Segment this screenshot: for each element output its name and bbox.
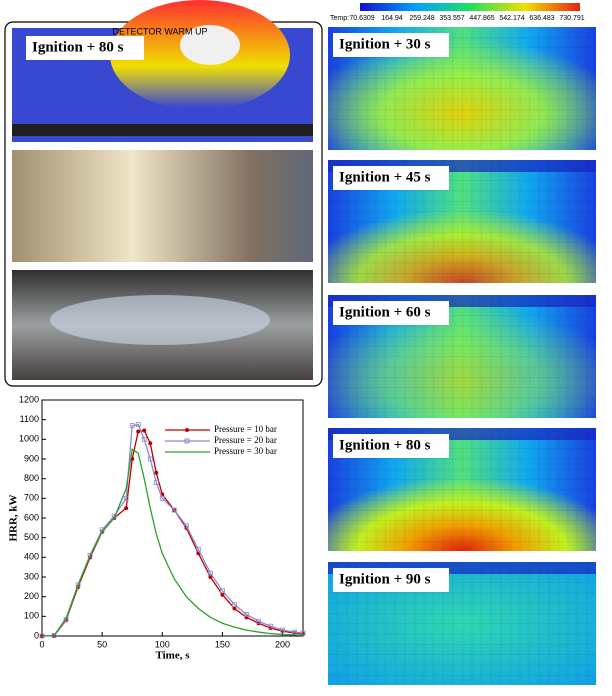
point [280, 627, 285, 633]
spray-cloud [50, 295, 270, 345]
point [183, 523, 189, 529]
y-tick-label: 0 [34, 630, 39, 640]
panel-label: Ignition + 80 s [339, 437, 431, 453]
y-axis-label: HRR, kW [8, 494, 20, 541]
y-tick-label: 1200 [19, 394, 39, 404]
colorbar-tick-label: 259.248 [409, 15, 434, 22]
overlay-text: DETECTOR WARM UP [112, 26, 207, 36]
photo-label: Ignition + 80 s [32, 39, 124, 55]
point [142, 428, 147, 433]
label-box [333, 33, 449, 57]
x-tick-label: 200 [275, 639, 290, 649]
point [195, 547, 201, 552]
fire-photo [12, 150, 313, 262]
point [232, 606, 237, 611]
label-box [333, 166, 449, 190]
legend-label: Pressure = 20 bar [214, 435, 277, 445]
colorbar-tick-label: 164.94 [381, 15, 403, 22]
x-axis-label: Time, s [155, 650, 190, 662]
legend-marker [185, 428, 189, 432]
contour-panels: Ignition + 30 s Ignition + 45 s Ignition +… [328, 27, 596, 685]
panel-label: Ignition + 30 s [339, 36, 431, 52]
x-tick-label: 50 [97, 639, 107, 649]
label-box [333, 301, 449, 325]
x-tick-label: 150 [215, 639, 230, 649]
label-box [333, 434, 449, 458]
colorbar-ticks: 70.6309 164.94 259.248 353.557 447.865 542.17… [349, 15, 584, 22]
y-tick-label: 100 [24, 611, 39, 621]
point [220, 592, 225, 597]
point [147, 456, 153, 462]
point [75, 582, 81, 588]
point [148, 441, 153, 446]
label-box [26, 36, 144, 60]
colorbar-label: Temp: [330, 15, 349, 22]
panel-label: Ignition + 90 s [339, 571, 431, 587]
y-tick-label: 400 [24, 552, 39, 562]
hrr-chart: 0100200300400500600700800900100011001200… [8, 394, 306, 662]
y-tick-label: 500 [24, 532, 39, 542]
point [159, 495, 165, 501]
point [207, 570, 213, 576]
point [256, 618, 261, 624]
x-tick-label: 100 [155, 639, 170, 649]
point [87, 552, 93, 558]
y-tick-label: 900 [24, 453, 39, 463]
thermal-core [180, 25, 240, 65]
point [153, 480, 159, 486]
colorbar-tick-label: 353.557 [439, 15, 464, 22]
series-line [41, 423, 304, 637]
colorbar-tick-label: 730.791 [559, 15, 584, 22]
colorbar-tick-label: 447.865 [469, 15, 494, 22]
y-tick-label: 700 [24, 493, 39, 503]
thermal-status [12, 124, 313, 136]
y-tick-label: 200 [24, 591, 39, 601]
y-tick-label: 1100 [20, 414, 39, 424]
point [129, 423, 135, 428]
point [232, 602, 237, 607]
colorbar-tick-label: 70.6309 [349, 15, 374, 22]
point [244, 611, 249, 617]
colorbar [360, 3, 580, 11]
y-tick-label: 600 [24, 512, 39, 522]
point [123, 495, 129, 501]
colorbar-tick-label: 542.174 [499, 15, 524, 22]
legend-label: Pressure = 30 bar [214, 446, 277, 456]
series-line [41, 448, 304, 637]
legend-label: Pressure = 10 bar [214, 424, 277, 434]
y-tick-label: 1000 [19, 434, 39, 444]
panel-label: Ignition + 60 s [339, 304, 431, 320]
colorbar-tick-label: 636.483 [529, 15, 554, 22]
legend-marker [184, 438, 190, 444]
point [124, 506, 129, 511]
point [220, 588, 225, 594]
panel-label: Ignition + 45 s [339, 169, 431, 185]
point [292, 629, 297, 635]
point [135, 422, 141, 427]
point [171, 507, 177, 513]
point [268, 623, 273, 629]
point [141, 436, 147, 442]
y-tick-label: 300 [24, 571, 39, 581]
point [136, 429, 141, 434]
point [208, 575, 213, 579]
series-line [41, 429, 304, 637]
point [154, 470, 159, 475]
x-tick-label: 0 [39, 639, 44, 649]
y-tick-label: 800 [24, 473, 39, 483]
label-box [333, 568, 449, 592]
